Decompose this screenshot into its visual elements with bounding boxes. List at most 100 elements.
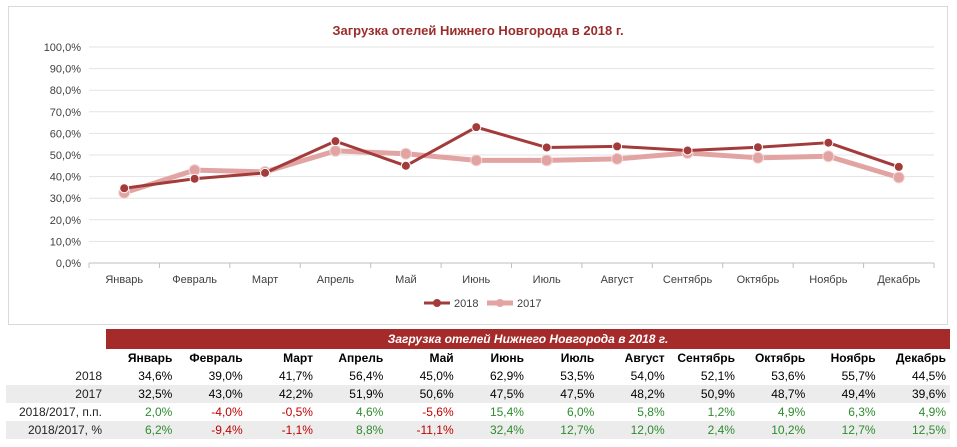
x-tick-label: Март [252,274,278,286]
table-cell: 39,0% [208,369,243,383]
data-point-2018 [189,173,200,184]
table-cell: 6,2% [106,421,177,439]
table-row: 2018/2017, % 6,2% -9,4% -1,1% 8,8% -11,1% 32,4… [6,421,950,439]
column-header: Июль [560,351,595,365]
x-tick-label: Февраль [172,274,217,286]
x-tick-label: Декабрь [877,274,920,286]
column-header: Февраль [189,351,243,365]
table-cell: 55,7% [841,369,876,383]
table-cell: 6,3% [848,405,876,419]
column-header: Сентябрь [677,351,735,365]
table-cell: 49,4% [809,385,880,403]
table-cell: 54,0% [630,369,665,383]
data-point-2017 [470,154,483,167]
table-cell: 32,4% [457,421,528,439]
data-point-2017 [751,151,764,164]
table-cell: -9,4% [176,421,247,439]
table-title: Загрузка отелей Нижнего Новгорода в 2018… [106,329,950,349]
x-tick-label: Июнь [462,274,490,286]
column-header: Апрель [338,351,384,365]
series-line-2017 [123,148,900,196]
column-header: Ноябрь [830,351,876,365]
table-cell: 51,9% [316,385,388,403]
table-cell: 56,4% [349,369,384,383]
data-point-2017 [399,147,412,160]
data-point-2018 [119,183,130,194]
y-tick-label: 30,0% [50,193,81,205]
series-line-2018 [124,125,900,190]
table-cell: 12,7% [809,421,880,439]
legend-marker-2018 [433,299,441,307]
x-tick-label: Ноябрь [809,274,847,286]
y-tick-label: 40,0% [50,172,81,184]
table-title-row: Загрузка отелей Нижнего Новгорода в 2018… [6,329,950,349]
data-point-2018 [400,160,411,171]
data-point-2017 [892,171,905,184]
table-cell: 39,6% [879,385,950,403]
table-cell: 2,4% [668,421,739,439]
data-point-2018 [823,137,834,148]
table-cell: 4,6% [355,405,384,419]
y-tick-label: 80,0% [50,85,81,97]
data-point-2018 [541,142,552,153]
table-cell: -1,1% [246,421,317,439]
table-cell: 48,2% [598,385,669,403]
table-cell: 32,5% [106,385,177,403]
data-point-2017 [611,152,624,165]
column-header: Январь [127,351,173,365]
table-cell: 2,0% [144,405,173,419]
data-point-2018 [752,142,763,153]
column-header: Май [429,351,454,365]
row-label: 2018/2017, п.п. [18,405,102,419]
y-tick-label: 90,0% [50,64,81,76]
legend-marker-2017 [496,299,504,307]
y-tick-label: 20,0% [50,215,81,227]
table-cell: 1,2% [707,405,735,419]
column-header: Октябрь [754,351,806,365]
table-cell: 43,0% [176,385,247,403]
table-cell: 15,4% [489,405,524,419]
table-cell: 12,5% [879,421,950,439]
table-cell: 50,9% [668,385,739,403]
table-cell: 44,5% [911,369,946,383]
table-cell: 4,9% [777,405,806,419]
x-tick-label: Июль [533,274,561,286]
table-cell: 47,5% [457,385,528,403]
table-cell: 12,7% [527,421,599,439]
table-row: 2017 32,5% 43,0% 42,2% 51,9% 50,6% 47,5% 47,5% 4… [6,385,950,403]
table-cell: 45,0% [419,369,454,383]
y-tick-label: 60,0% [50,128,81,140]
table-cell: -11,1% [387,421,458,439]
table-cell: 41,7% [278,369,313,383]
x-tick-label: Январь [105,274,143,286]
data-table: Загрузка отелей Нижнего Новгорода в 2018… [6,329,950,439]
x-tick-label: Май [395,274,417,286]
data-point-2018 [471,122,482,133]
data-point-2017 [540,154,553,167]
table-cell: 42,2% [246,385,317,403]
table-cell: 8,8% [316,421,388,439]
column-header: Август [624,351,665,365]
row-label: 2017 [6,385,106,403]
x-tick-label: Апрель [317,274,355,286]
table-cell: 62,9% [489,369,524,383]
data-point-2017 [822,150,835,163]
table-cell: 52,1% [700,369,735,383]
legend-label-2017: 2017 [517,298,541,310]
table-cell: 5,8% [637,405,665,419]
row-label: 2018 [75,369,102,383]
y-tick-label: 100,0% [44,42,82,54]
chart-panel: Загрузка отелей Нижнего Новгорода в 2018… [8,6,948,325]
line-chart: Загрузка отелей Нижнего Новгорода в 2018… [44,23,935,310]
table-header-row: Январь Февраль Март Апрель Май Июнь Июль Август… [6,349,950,367]
data-point-2018 [260,167,271,178]
table-cell: 47,5% [527,385,599,403]
y-tick-label: 70,0% [50,107,81,119]
table-cell: -5,6% [422,405,454,419]
table-cell: -0,5% [281,405,313,419]
column-header: Март [283,351,313,365]
row-label: 2018/2017, % [6,421,106,439]
y-tick-label: 0,0% [56,258,81,270]
data-point-2018 [612,141,623,152]
table-cell: 53,6% [771,369,806,383]
